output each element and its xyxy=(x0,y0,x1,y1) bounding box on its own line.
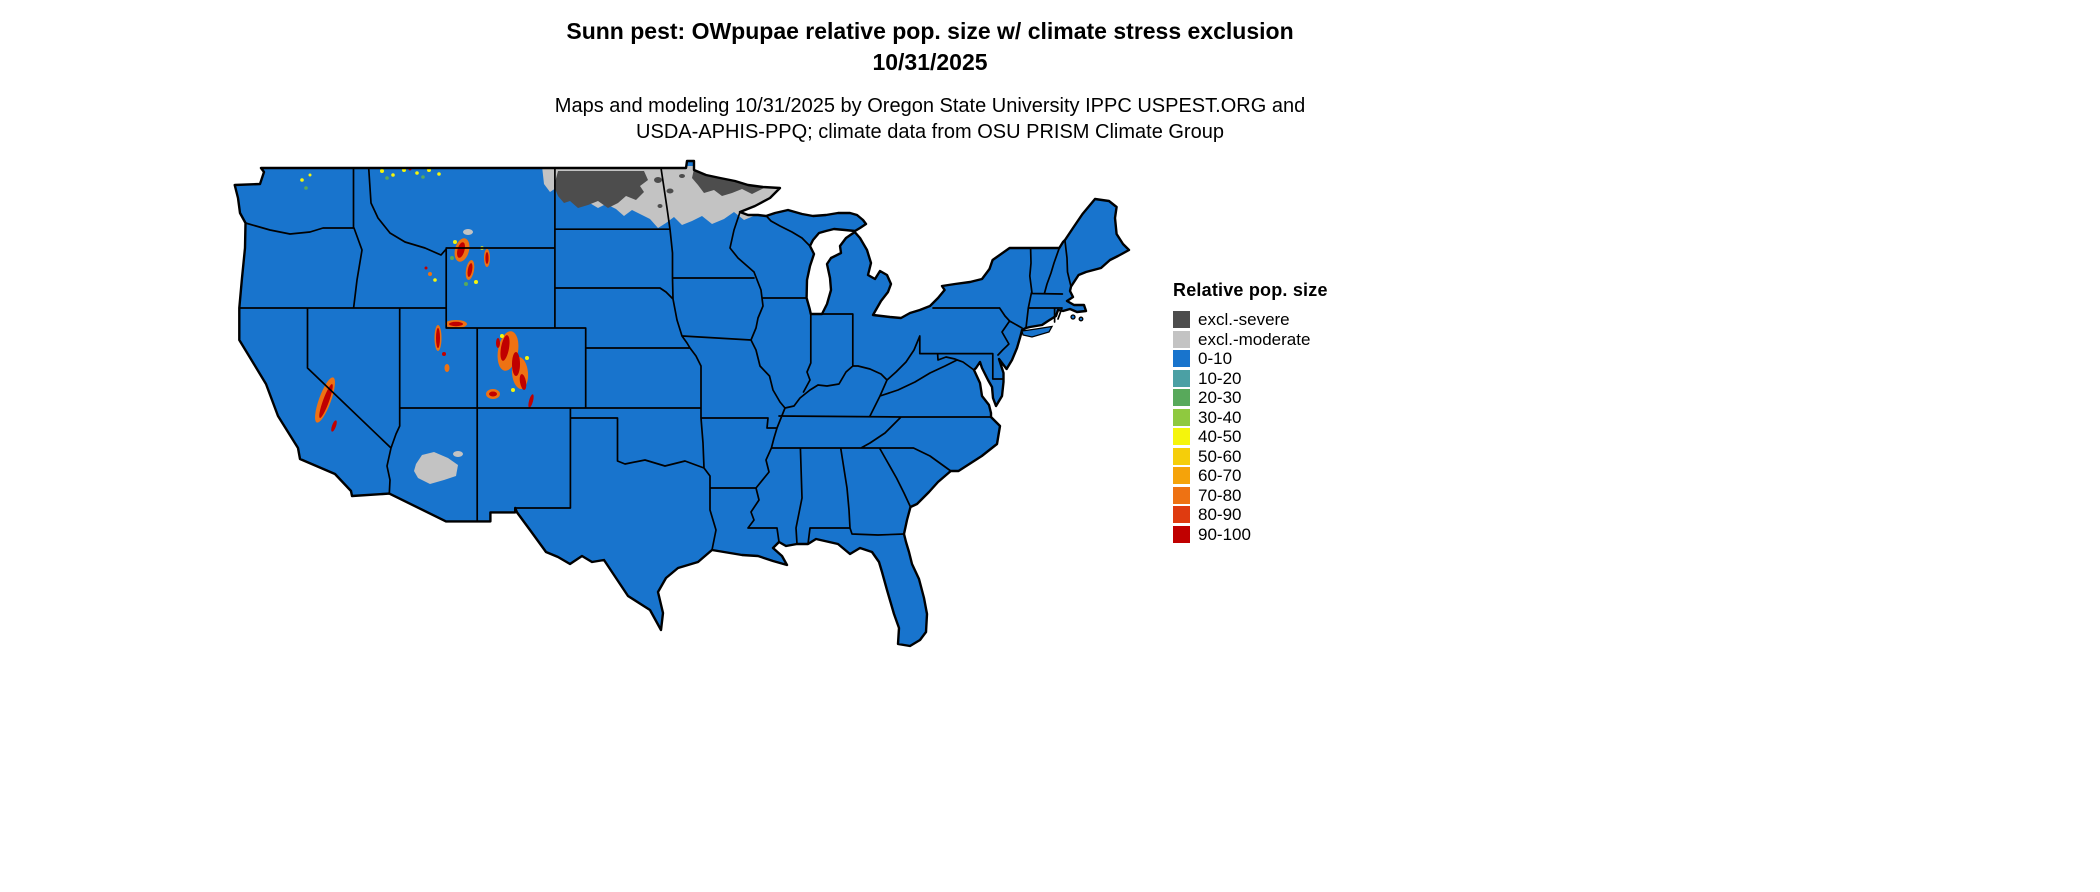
legend-swatch-10-20 xyxy=(1173,369,1190,387)
legend-swatch-20-30 xyxy=(1173,389,1190,407)
hotspot-red-region xyxy=(319,167,534,432)
legend-item-label: 0-10 xyxy=(1198,349,1233,369)
legend-item-label: 30-40 xyxy=(1198,407,1242,427)
state-borders xyxy=(238,167,1072,551)
map-subtitle-line1: Maps and modeling 10/31/2025 by Oregon S… xyxy=(554,95,1306,118)
legend-item-label: 40-50 xyxy=(1198,427,1242,447)
legend-swatch-60-70 xyxy=(1173,467,1190,485)
legend-swatch-40-50 xyxy=(1173,428,1190,446)
legend-item-label: 60-70 xyxy=(1198,466,1242,486)
legend-item: excl.-moderate xyxy=(1173,330,1328,350)
legend-item-label: 10-20 xyxy=(1198,368,1242,388)
long-island xyxy=(1021,325,1054,338)
legend-item: 40-50 xyxy=(1173,427,1328,447)
legend-item-label: 90-100 xyxy=(1198,524,1251,544)
legend-item: 70-80 xyxy=(1173,486,1328,506)
nantucket-island xyxy=(1078,316,1084,322)
title-block: Sunn pest: OWpupae relative pop. size w/… xyxy=(0,16,1860,146)
legend-swatch-30-40 xyxy=(1173,408,1190,426)
legend-item: 30-40 xyxy=(1173,408,1328,428)
legend-item: excl.-severe xyxy=(1173,310,1328,330)
legend-item: 0-10 xyxy=(1173,349,1328,369)
map-title-date: 10/31/2025 xyxy=(872,49,988,76)
us-map xyxy=(233,159,1131,648)
legend-item: 20-30 xyxy=(1173,388,1328,408)
map-title-line1: Sunn pest: OWpupae relative pop. size w/… xyxy=(566,18,1294,44)
legend-swatch-70-80 xyxy=(1173,486,1190,504)
legend-item-label: 20-30 xyxy=(1198,388,1242,408)
marthas-vineyard-island xyxy=(1070,314,1076,320)
coastal-islands xyxy=(1021,314,1084,338)
map-legend: Relative pop. size excl.-severe excl.-mo… xyxy=(1173,280,1328,544)
legend-swatch-excl-severe xyxy=(1173,311,1190,329)
legend-swatch-excl-moderate xyxy=(1173,330,1190,348)
speckle-green-dots xyxy=(304,175,468,286)
legend-item: 80-90 xyxy=(1173,505,1328,525)
legend-item: 10-20 xyxy=(1173,369,1328,389)
us-map-container xyxy=(230,158,1140,663)
nation-outline xyxy=(233,159,1131,648)
legend-item-label: excl.-severe xyxy=(1198,310,1290,330)
map-subtitle-line2: USDA-APHIS-PPQ; climate data from OSU PR… xyxy=(636,121,1224,144)
legend-item-label: 70-80 xyxy=(1198,485,1242,505)
legend-title: Relative pop. size xyxy=(1173,280,1328,300)
legend-item: 50-60 xyxy=(1173,447,1328,467)
legend-swatch-80-90 xyxy=(1173,506,1190,524)
legend-item-label: 80-90 xyxy=(1198,505,1242,525)
legend-item: 90-100 xyxy=(1173,525,1328,545)
legend-swatch-50-60 xyxy=(1173,447,1190,465)
legend-swatch-0-10 xyxy=(1173,350,1190,368)
subtitle-block: Maps and modeling 10/31/2025 by Oregon S… xyxy=(0,93,1860,146)
legend-item-label: 50-60 xyxy=(1198,446,1242,466)
legend-swatch-90-100 xyxy=(1173,525,1190,543)
legend-item: 60-70 xyxy=(1173,466,1328,486)
legend-item-label: excl.-moderate xyxy=(1198,329,1311,349)
